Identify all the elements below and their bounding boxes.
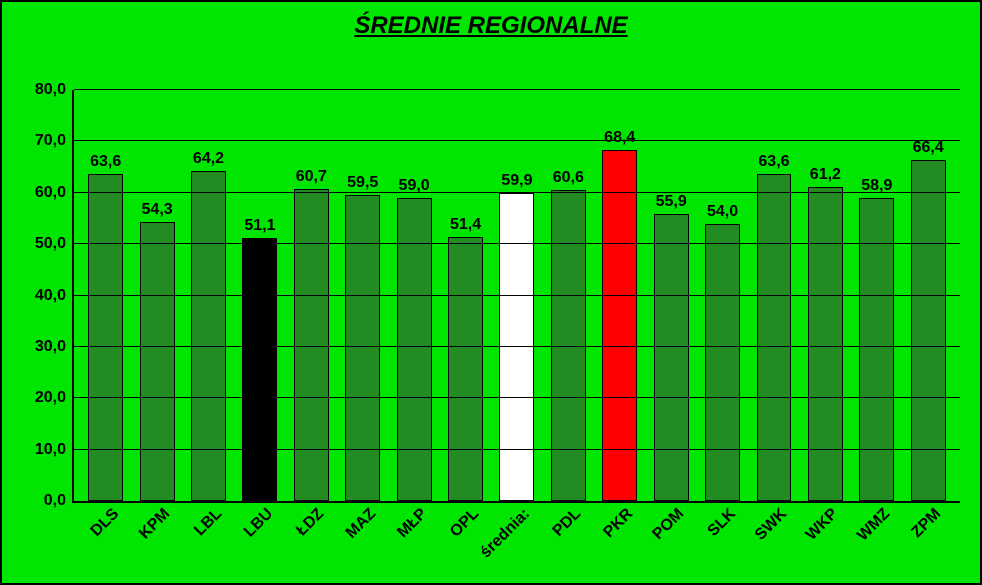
bar: 59,9	[499, 193, 534, 501]
bar: 61,2	[808, 187, 843, 501]
bar-value-label: 63,6	[90, 153, 121, 175]
bar: 66,4	[911, 160, 946, 501]
gridline	[74, 192, 960, 193]
bar-value-label: 66,4	[913, 139, 944, 161]
gridline	[74, 449, 960, 450]
bar-slot: 64,2LBL	[183, 90, 234, 501]
bar-category-label: DLS	[83, 501, 123, 541]
ytick-label: 10,0	[35, 441, 74, 459]
bar: 51,4	[448, 237, 483, 501]
bar-slot: 54,3KPM	[131, 90, 182, 501]
bar-value-label: 55,9	[656, 193, 687, 215]
ytick-label: 60,0	[35, 184, 74, 202]
bar-category-label: ŁDZ	[289, 501, 328, 540]
gridline	[74, 140, 960, 141]
bar-slot: 60,6PDL	[543, 90, 594, 501]
bar-category-label: OPL	[442, 501, 482, 541]
bars-row: 63,6DLS54,3KPM64,2LBL51,1LBU60,7ŁDZ59,5M…	[74, 90, 960, 501]
bar-slot: 58,9WMZ	[851, 90, 902, 501]
bar-slot: 51,4OPL	[440, 90, 491, 501]
bar-slot: 61,2WKP	[800, 90, 851, 501]
bar-category-label: KPM	[132, 501, 174, 543]
bar-value-label: 58,9	[861, 177, 892, 199]
bar-slot: 51,1LBU	[234, 90, 285, 501]
gridline	[74, 346, 960, 347]
bar: 59,5	[345, 195, 380, 501]
ytick-label: 50,0	[35, 235, 74, 253]
bar-value-label: 54,0	[707, 203, 738, 225]
ytick-label: 40,0	[35, 287, 74, 305]
bar-category-label: ZPM	[904, 501, 945, 542]
bar-value-label: 51,1	[244, 217, 275, 239]
bar-slot: 59,9średnia:	[491, 90, 542, 501]
ytick-label: 80,0	[35, 81, 74, 99]
bar-value-label: 64,2	[193, 150, 224, 172]
bar-category-label: MAZ	[338, 501, 379, 542]
bar-category-label: średnia:	[473, 501, 534, 562]
bar-value-label: 63,6	[758, 153, 789, 175]
bar: 55,9	[654, 214, 689, 501]
ytick-label: 0,0	[44, 492, 74, 510]
bar: 54,3	[140, 222, 175, 501]
bar-slot: 59,5MAZ	[337, 90, 388, 501]
ytick-label: 30,0	[35, 338, 74, 356]
bar-value-label: 54,3	[142, 201, 173, 223]
bar-value-label: 61,2	[810, 166, 841, 188]
bar-category-label: LBL	[187, 501, 226, 540]
bar-category-label: LBU	[237, 501, 277, 541]
bar-category-label: POM	[645, 501, 688, 544]
bar-category-label: SWK	[748, 501, 791, 544]
bar: 64,2	[191, 171, 226, 501]
plot-area: 63,6DLS54,3KPM64,2LBL51,1LBU60,7ŁDZ59,5M…	[72, 90, 960, 503]
bar-category-label: WMZ	[850, 501, 894, 545]
bar-slot: 59,0MŁP	[388, 90, 439, 501]
bar: 63,6	[757, 174, 792, 501]
bar-slot: 54,0SLK	[697, 90, 748, 501]
bar-category-label: WKP	[799, 501, 842, 544]
bar-value-label: 60,6	[553, 169, 584, 191]
gridline	[74, 89, 960, 90]
bar-slot: 68,4PKR	[594, 90, 645, 501]
gridline	[74, 295, 960, 296]
bar-value-label: 51,4	[450, 216, 481, 238]
bar-value-label: 59,5	[347, 174, 378, 196]
plot-inner: 63,6DLS54,3KPM64,2LBL51,1LBU60,7ŁDZ59,5M…	[72, 90, 960, 503]
bar-category-label: SLK	[700, 501, 740, 541]
bar-slot: 60,7ŁDZ	[286, 90, 337, 501]
bar-slot: 63,6DLS	[80, 90, 131, 501]
gridline	[74, 243, 960, 244]
chart-title: ŚREDNIE REGIONALNE	[2, 2, 980, 50]
ytick-label: 70,0	[35, 132, 74, 150]
bar-category-label: MŁP	[390, 501, 431, 542]
bar-value-label: 59,0	[399, 177, 430, 199]
bar-category-label: PDL	[546, 501, 586, 541]
bar-category-label: PKR	[596, 501, 637, 542]
bar-value-label: 60,7	[296, 168, 327, 190]
gridline	[74, 397, 960, 398]
regional-averages-chart: ŚREDNIE REGIONALNE 63,6DLS54,3KPM64,2LBL…	[0, 0, 982, 585]
bar: 63,6	[88, 174, 123, 501]
bar: 54,0	[705, 224, 740, 501]
bar: 51,1	[242, 238, 277, 501]
bar-slot: 55,9POM	[645, 90, 696, 501]
bar-slot: 63,6SWK	[748, 90, 799, 501]
bar-slot: 66,4ZPM	[903, 90, 954, 501]
ytick-label: 20,0	[35, 389, 74, 407]
